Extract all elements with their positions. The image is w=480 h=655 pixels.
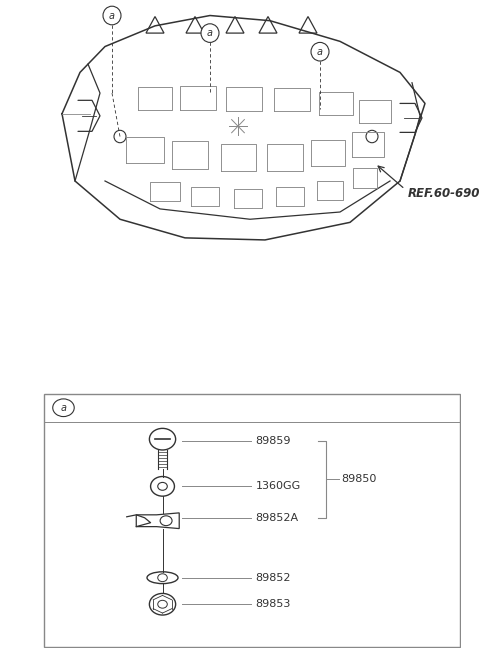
Text: 89859: 89859 (255, 436, 291, 446)
Text: a: a (60, 403, 67, 413)
Circle shape (311, 43, 329, 61)
Text: a: a (317, 47, 323, 57)
Text: 89850: 89850 (341, 474, 377, 485)
Text: 89853: 89853 (255, 599, 291, 609)
Circle shape (103, 6, 121, 25)
Circle shape (53, 399, 74, 417)
Text: 89852A: 89852A (255, 513, 299, 523)
Text: REF.60-690: REF.60-690 (408, 187, 480, 200)
Text: 1360GG: 1360GG (255, 481, 301, 491)
Circle shape (201, 24, 219, 43)
Text: a: a (207, 28, 213, 38)
Text: 89852: 89852 (255, 572, 291, 583)
Text: a: a (109, 10, 115, 20)
